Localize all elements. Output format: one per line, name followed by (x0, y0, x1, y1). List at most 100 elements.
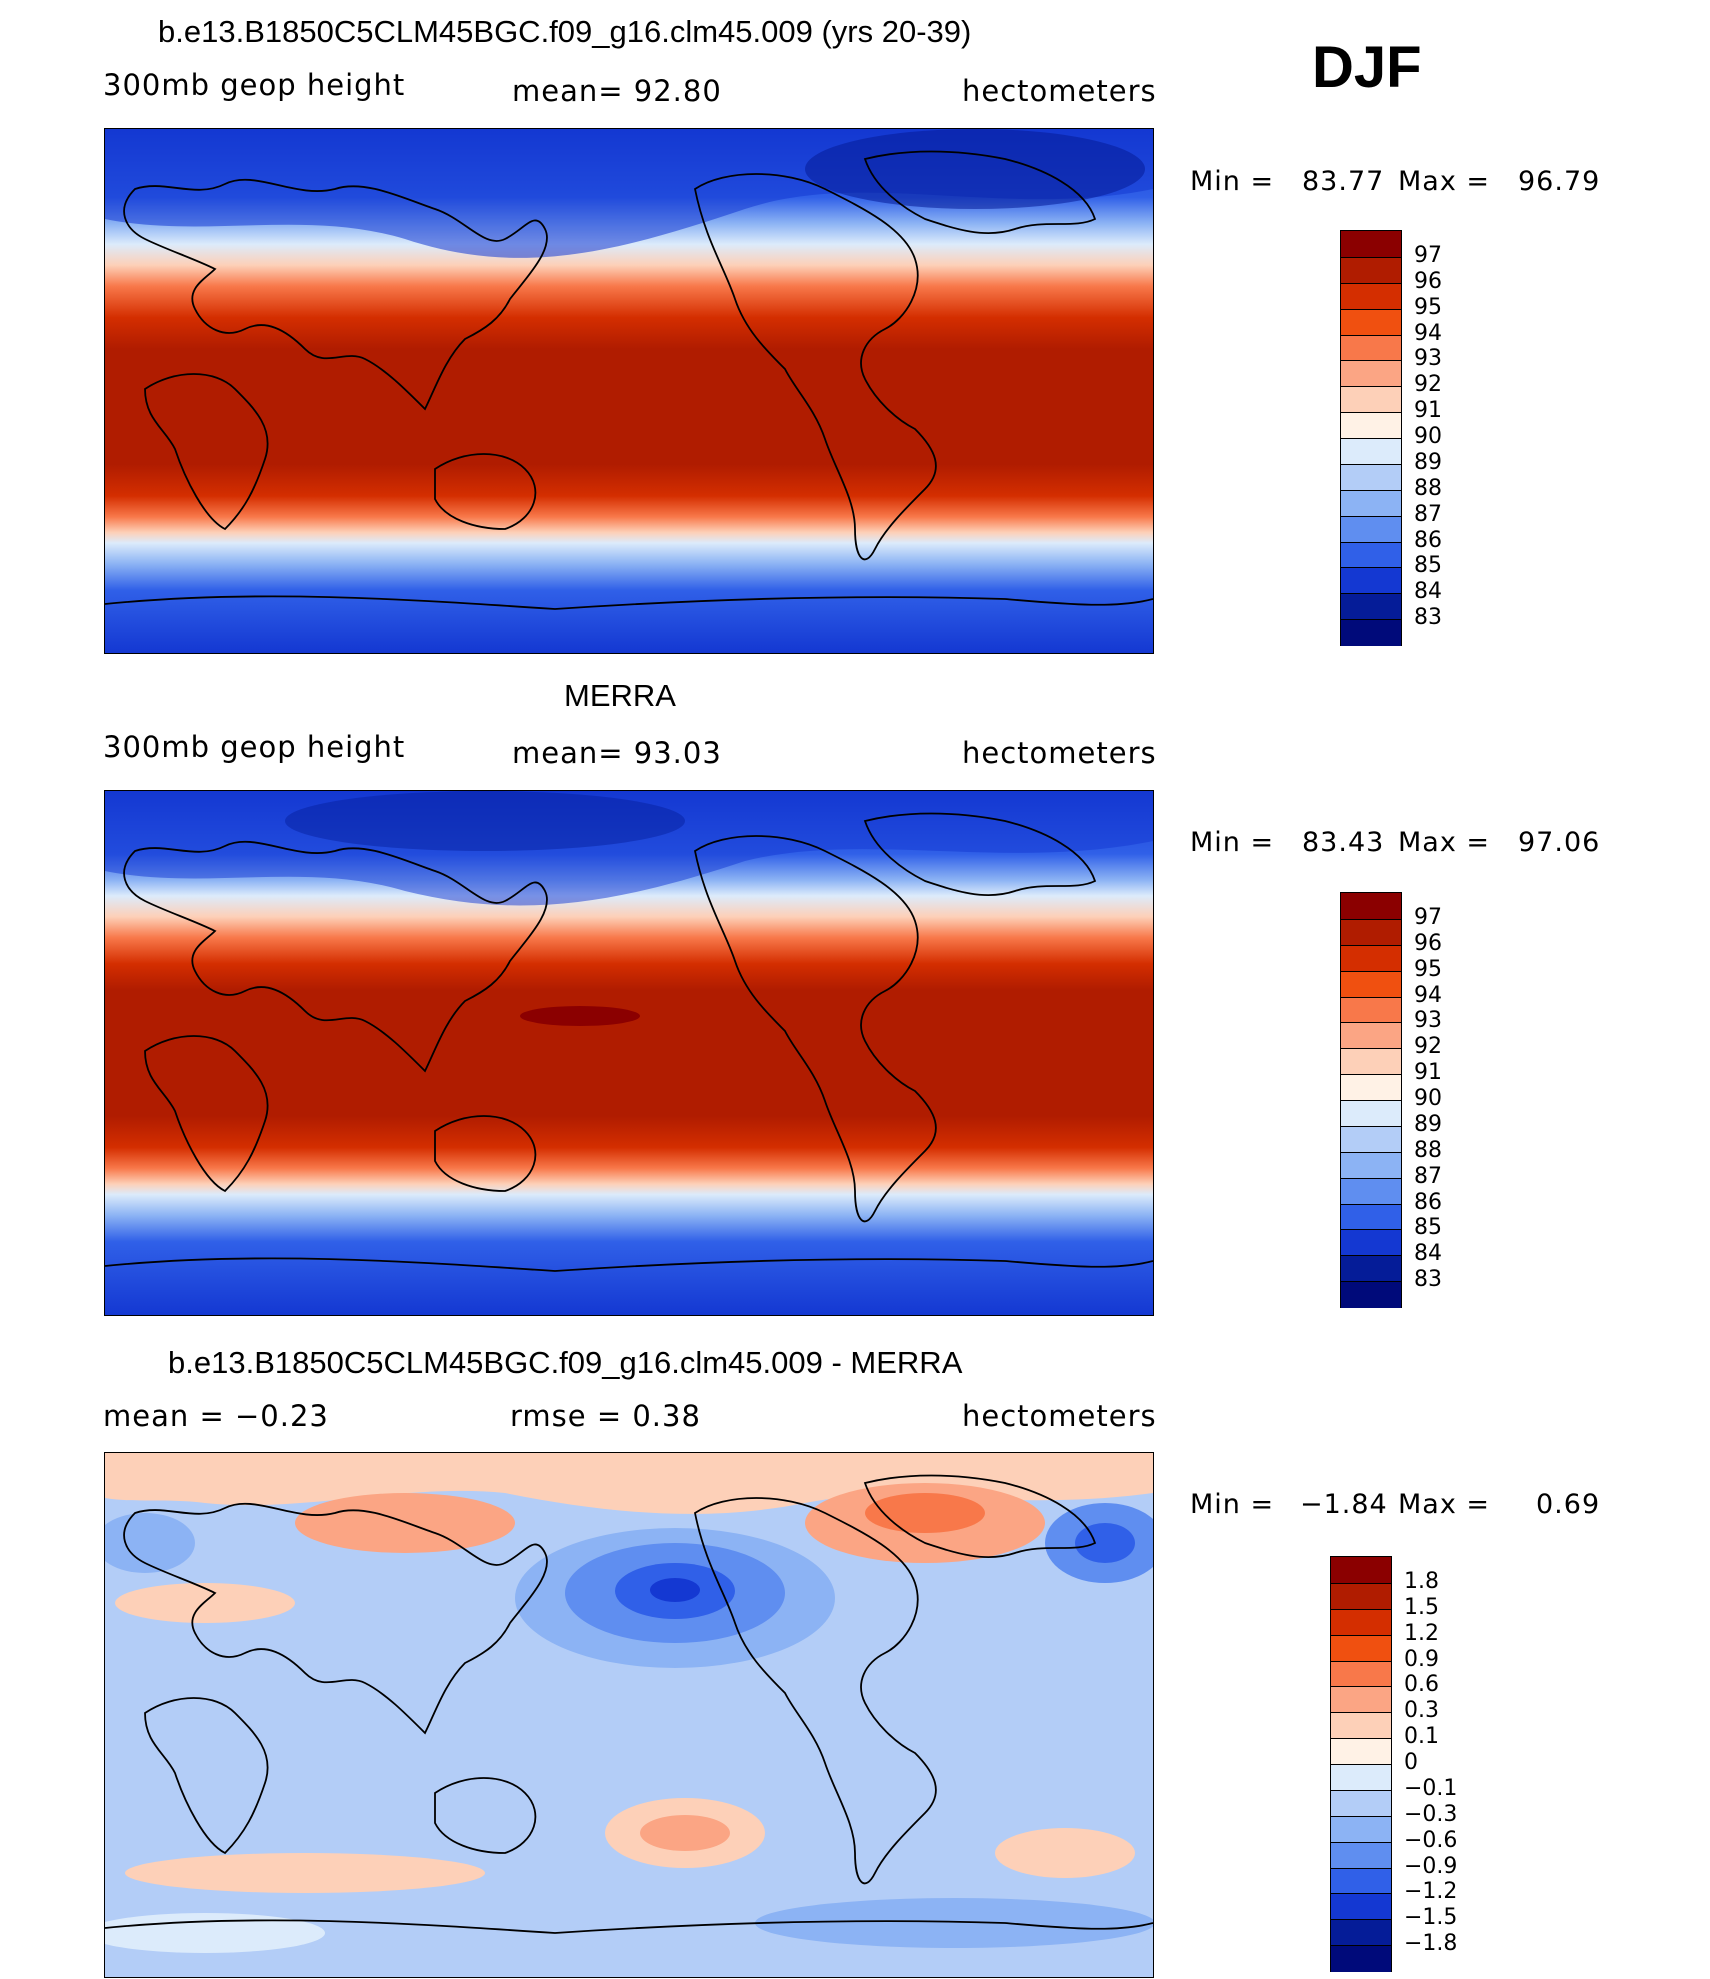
colorbar-tick-label: 89 (1414, 1111, 1442, 1137)
colorbar-tick-label: −0.6 (1404, 1827, 1458, 1853)
colorbar-cell (1341, 489, 1401, 517)
panel-2-variable-label: 300mb geop height (103, 730, 406, 764)
panel-1-max-label: Max = (1398, 166, 1491, 197)
colorbar-tick-label: 95 (1414, 294, 1442, 320)
colorbar-tick-label: 94 (1414, 982, 1442, 1008)
colorbar-cell (1341, 619, 1401, 646)
colorbar-tick-label: 91 (1414, 1060, 1442, 1086)
colorbar-cell (1331, 1738, 1391, 1765)
colorbar-cell (1341, 893, 1401, 919)
panel-2-min-label: Min = (1190, 827, 1275, 858)
colorbar-tick-label: 0.1 (1404, 1724, 1439, 1750)
panel-1-variable-label: 300mb geop height (103, 68, 406, 102)
colorbar-cell (1331, 1841, 1391, 1869)
panel-2-colorbar (1340, 892, 1402, 1308)
panel-2-max-label: Max = (1398, 827, 1491, 858)
colorbar-tick-label: 92 (1414, 372, 1442, 398)
colorbar-tick-label: 91 (1414, 398, 1442, 424)
colorbar-tick-label: 84 (1414, 579, 1442, 605)
colorbar-cell (1341, 1022, 1401, 1050)
colorbar-tick-label: 0 (1404, 1750, 1418, 1775)
colorbar-tick-label: 94 (1414, 320, 1442, 346)
panel-2-map (104, 790, 1154, 1316)
panel-1-map (104, 128, 1154, 654)
colorbar-tick-label: 88 (1414, 475, 1442, 501)
colorbar-cell (1331, 1557, 1391, 1583)
season-label: DJF (1312, 35, 1422, 100)
colorbar-cell (1331, 1582, 1391, 1610)
colorbar-tick-label: 0.6 (1404, 1672, 1439, 1698)
colorbar-tick-label: 84 (1414, 1241, 1442, 1267)
panel-1-min-value: 83.77 (1302, 166, 1385, 197)
panel-3-field (105, 1453, 1153, 1977)
colorbar-tick-label: 87 (1414, 501, 1442, 527)
colorbar-cell (1341, 438, 1401, 465)
colorbar-cell (1341, 386, 1401, 414)
colorbar-cell (1341, 463, 1401, 491)
colorbar-cell (1341, 970, 1401, 998)
colorbar-tick-label: 0.3 (1404, 1698, 1439, 1724)
colorbar-tick-label: 83 (1414, 1267, 1442, 1293)
colorbar-tick-label: 96 (1414, 268, 1442, 294)
colorbar-cell (1331, 1634, 1391, 1662)
colorbar-tick-label: 92 (1414, 1034, 1442, 1060)
colorbar-cell (1341, 1100, 1401, 1127)
colorbar-cell (1341, 282, 1401, 310)
panel-3-min-value: −1.84 (1300, 1489, 1388, 1520)
panel-2-max-value: 97.06 (1518, 827, 1601, 858)
colorbar-tick-label: 1.2 (1404, 1620, 1439, 1646)
colorbar-cell (1331, 1764, 1391, 1791)
panel-1-units-label: hectometers (962, 74, 1157, 108)
colorbar-tick-label: 85 (1414, 553, 1442, 579)
panel-3-colorbar (1330, 1556, 1392, 1972)
colorbar-cell (1331, 1686, 1391, 1714)
colorbar-tick-label: −0.3 (1404, 1801, 1458, 1827)
panel-1-field (105, 129, 1153, 653)
colorbar-cell (1331, 1893, 1391, 1921)
colorbar-cell (1341, 334, 1401, 362)
colorbar-cell (1341, 1048, 1401, 1076)
colorbar-tick-label: −0.1 (1404, 1775, 1458, 1801)
colorbar-cell (1341, 541, 1401, 569)
colorbar-tick-label: 89 (1414, 449, 1442, 475)
colorbar-cell (1341, 231, 1401, 257)
colorbar-tick-label: −1.8 (1404, 1931, 1458, 1957)
panel-3-title: b.e13.B1850C5CLM45BGC.f09_g16.clm45.009 … (168, 1345, 963, 1380)
colorbar-tick-label: 93 (1414, 346, 1442, 372)
panel-3-units-label: hectometers (962, 1399, 1157, 1433)
panel-2-field (105, 791, 1153, 1315)
colorbar-cell (1341, 1177, 1401, 1205)
colorbar-cell (1341, 1281, 1401, 1308)
colorbar-cell (1341, 308, 1401, 336)
panel-3-rmse-label: rmse = 0.38 (510, 1399, 701, 1433)
colorbar-cell (1341, 1151, 1401, 1179)
colorbar-cell (1341, 1203, 1401, 1231)
colorbar-cell (1341, 567, 1401, 595)
colorbar-cell (1331, 1608, 1391, 1636)
panel-3-mean-label: mean = −0.23 (103, 1399, 329, 1433)
colorbar-cell (1331, 1867, 1391, 1895)
panel-1-title: b.e13.B1850C5CLM45BGC.f09_g16.clm45.009 … (158, 14, 972, 49)
colorbar-cell (1341, 1125, 1401, 1153)
panel-3-map (104, 1452, 1154, 1978)
colorbar-cell (1341, 996, 1401, 1024)
colorbar-tick-label: 86 (1414, 1189, 1442, 1215)
colorbar-tick-label: −1.2 (1404, 1879, 1458, 1905)
colorbar-cell (1341, 944, 1401, 972)
panel-2-mean-label: mean= 93.03 (512, 736, 722, 770)
colorbar-tick-label: 97 (1414, 904, 1442, 930)
colorbar-cell (1341, 1255, 1401, 1283)
colorbar-tick-label: 96 (1414, 930, 1442, 956)
colorbar-cell (1331, 1712, 1391, 1740)
colorbar-cell (1341, 360, 1401, 388)
colorbar-cell (1331, 1789, 1391, 1817)
panel-2-units-label: hectometers (962, 736, 1157, 770)
colorbar-cell (1331, 1919, 1391, 1947)
colorbar-tick-label: 90 (1414, 424, 1442, 449)
colorbar-cell (1331, 1660, 1391, 1688)
colorbar-tick-label: 86 (1414, 527, 1442, 553)
colorbar-cell (1341, 1074, 1401, 1101)
colorbar-tick-label: 88 (1414, 1137, 1442, 1163)
colorbar-tick-label: 90 (1414, 1086, 1442, 1111)
panel-2-title: MERRA (564, 678, 676, 713)
